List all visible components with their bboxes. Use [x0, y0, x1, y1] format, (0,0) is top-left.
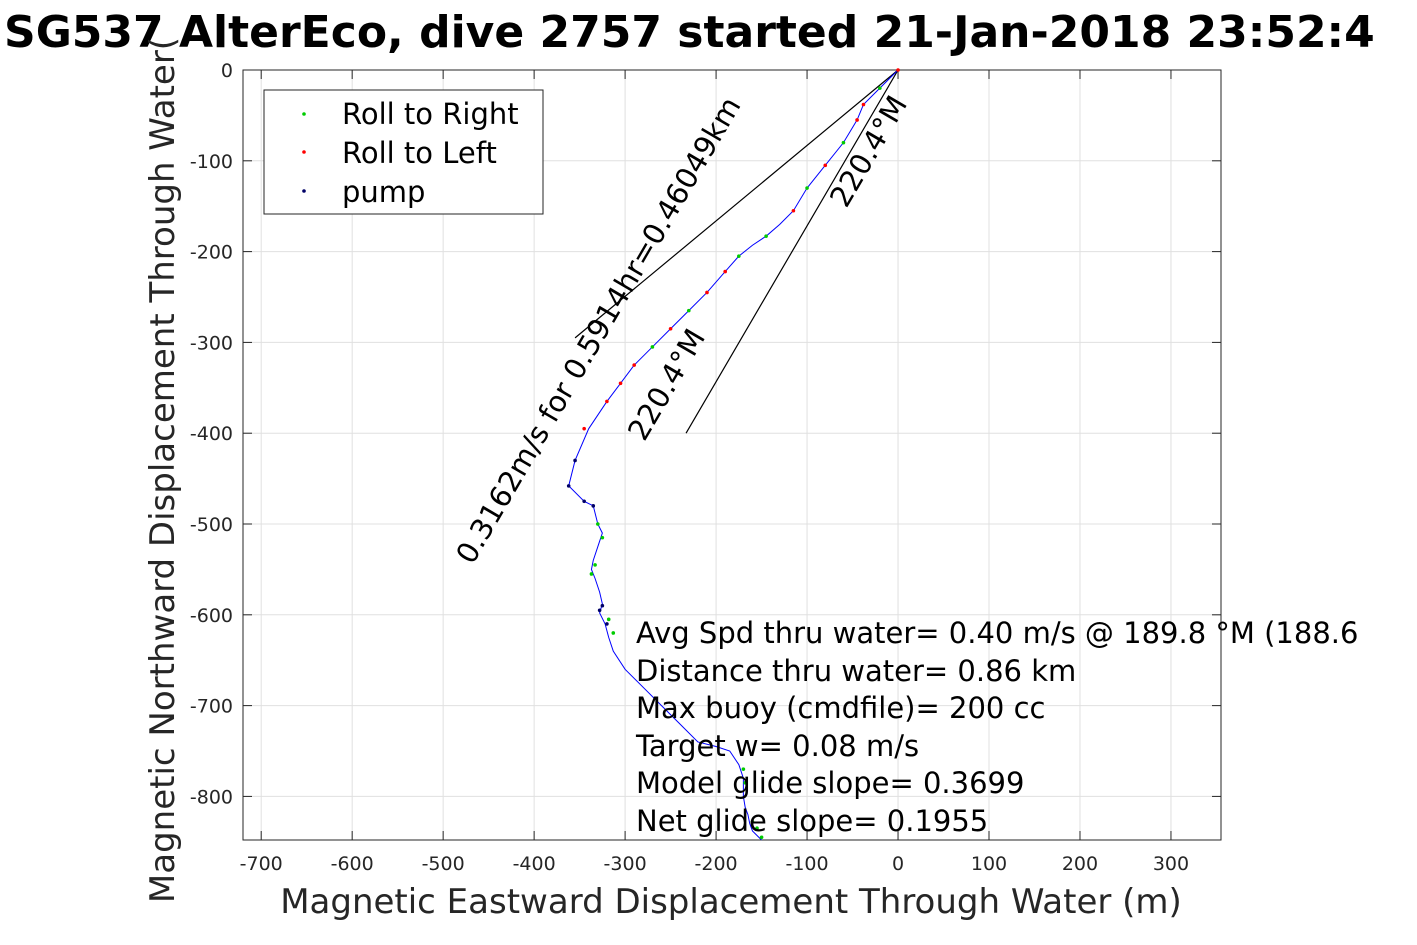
- point-pump: [605, 622, 609, 626]
- y-tick-labels: 0 -100 -200 -300 -400 -500 -600 -700 -800: [190, 60, 233, 808]
- x-tick-label: -500: [422, 853, 465, 875]
- legend-marker-pump: [302, 189, 306, 193]
- legend-label-pump: pump: [342, 175, 425, 209]
- point-roll-to-right: [589, 572, 594, 576]
- x-tick-label: 0: [892, 853, 904, 875]
- x-tick-label: -200: [695, 853, 738, 875]
- point-roll-to-right: [593, 563, 597, 567]
- point-roll-to-right: [686, 308, 691, 313]
- point-roll-to-right: [743, 780, 747, 785]
- legend-label-roll-left: Roll to Left: [342, 136, 497, 170]
- x-tick-label: -100: [785, 853, 828, 875]
- cone-line: [574, 69, 899, 339]
- point-roll-to-right: [741, 767, 746, 771]
- point-roll-to-left: [896, 68, 900, 72]
- legend-label-roll-right: Roll to Right: [342, 97, 519, 131]
- point-roll-to-right: [606, 617, 611, 622]
- x-tick-label: 200: [1062, 853, 1098, 875]
- point-roll-to-left: [861, 102, 866, 107]
- plot-area: [242, 69, 1222, 841]
- point-roll-to-left: [723, 269, 727, 274]
- point-roll-to-right: [737, 254, 741, 258]
- cone-line: [685, 69, 899, 434]
- legend-box: [263, 89, 544, 215]
- chart-title: SG537 AlterEco, dive 2757 started 21-Jan…: [4, 7, 1375, 58]
- point-pump: [582, 499, 586, 504]
- y-axis-label: Magnetic Northward Displacement Through …: [143, 37, 183, 903]
- track-line: [568, 69, 899, 841]
- point-roll-to-left: [705, 290, 709, 295]
- x-tick-label: -400: [513, 853, 556, 875]
- y-tick-label: 0: [221, 60, 233, 82]
- legend: Roll to Right Roll to Left pump: [263, 89, 544, 215]
- y-tick-label: -300: [190, 332, 233, 354]
- x-tick-labels: -700 -600 -500 -400 -300 -200 -100 0 100 200 300: [240, 853, 1189, 875]
- point-pump: [600, 603, 605, 608]
- axis-ticks: [243, 69, 1221, 840]
- point-roll-to-right: [596, 522, 600, 526]
- dive-stats: Avg Spd thru water= 0.40 m/s @ 189.8 °M …: [635, 616, 1358, 838]
- legend-marker-roll-right: [302, 112, 306, 116]
- point-pump: [597, 608, 602, 613]
- point-roll-to-left: [632, 363, 636, 367]
- x-axis-label: Magnetic Eastward Displacement Through W…: [280, 882, 1182, 922]
- point-pump: [573, 458, 577, 463]
- y-tick-label: -700: [190, 696, 233, 718]
- stat-max-buoy: Max buoy (cmdfile)= 200 cc: [636, 691, 1045, 725]
- point-pump: [591, 504, 596, 508]
- point-roll-to-left: [855, 118, 859, 122]
- heading-cone: [574, 69, 899, 434]
- x-tick-label: -600: [331, 853, 374, 875]
- y-tick-label: -200: [190, 242, 233, 264]
- x-tick-label: -700: [240, 853, 283, 875]
- point-pump: [566, 484, 571, 488]
- point-roll-to-right: [750, 820, 755, 824]
- x-tick-label: -300: [604, 853, 647, 875]
- stat-model-glide: Model glide slope= 0.3699: [636, 766, 1024, 800]
- stat-distance: Distance thru water= 0.86 km: [636, 654, 1076, 688]
- stat-target-w: Target w= 0.08 m/s: [635, 729, 919, 763]
- series-layer: [566, 68, 900, 841]
- stat-avg-speed: Avg Spd thru water= 0.40 m/s @ 189.8 °M …: [636, 616, 1358, 650]
- x-tick-label: 100: [971, 853, 1007, 875]
- point-roll-to-right: [878, 86, 882, 90]
- point-roll-to-left: [605, 399, 609, 404]
- legend-marker-roll-left: [302, 150, 306, 154]
- y-tick-label: -400: [190, 423, 233, 445]
- y-tick-label: -600: [190, 605, 233, 627]
- point-roll-to-left: [618, 381, 623, 386]
- point-roll-to-right: [650, 345, 655, 349]
- point-roll-to-left: [823, 163, 828, 168]
- point-roll-to-left: [791, 208, 796, 213]
- point-roll-to-left: [582, 426, 586, 431]
- y-tick-label: -500: [190, 514, 233, 536]
- point-roll-to-right: [611, 631, 616, 635]
- x-tick-label: 300: [1153, 853, 1189, 875]
- point-roll-to-right: [755, 826, 759, 830]
- point-roll-to-right: [600, 535, 605, 540]
- y-tick-label: -100: [190, 151, 233, 173]
- stat-net-glide: Net glide slope= 0.1955: [636, 804, 988, 838]
- point-roll-to-right: [841, 140, 846, 145]
- point-roll-to-left: [668, 326, 673, 331]
- y-tick-label: -800: [190, 786, 233, 808]
- point-roll-to-right: [759, 835, 764, 840]
- point-roll-to-right: [805, 186, 809, 190]
- point-roll-to-right: [764, 234, 768, 238]
